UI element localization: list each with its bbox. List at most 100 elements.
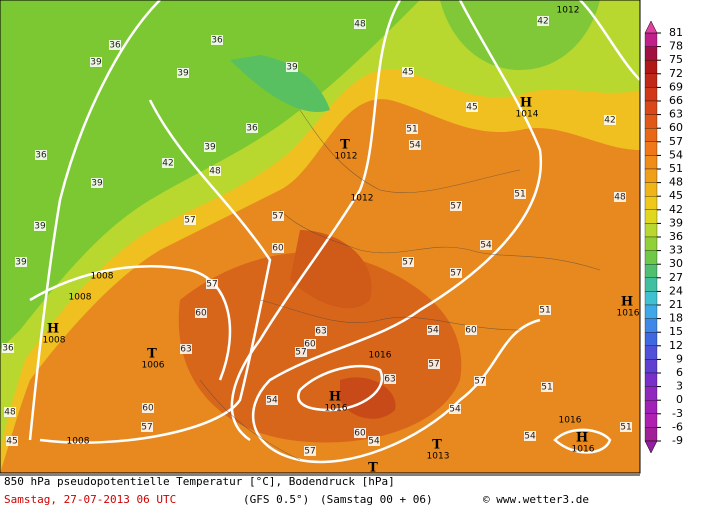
contour-label-bg [354,428,366,438]
colorbar-swatch [644,345,658,360]
pressure-center: T [340,138,350,153]
contour-label: 39 [91,179,103,189]
contour-label-bg [109,40,121,50]
contour-label: 54 [368,437,380,447]
isobar-label: 1008 [91,272,114,282]
colorbar-label: 27 [669,271,683,284]
colorbar-label: 75 [669,53,683,66]
contour-label-bg [35,150,47,160]
pressure-center: H [329,390,341,405]
contour-label: 48 [354,20,366,30]
contour-label: 57 [428,360,439,370]
contour-label: 60 [304,340,316,350]
colorbar-label: 3 [676,380,683,393]
contour-label-bg [450,201,462,211]
colorbar-label: 39 [669,216,683,229]
green-zone [440,0,600,70]
contour-label-bg [449,404,461,414]
colorbar-swatch [644,386,658,401]
contour-label: 57 [206,280,217,290]
contour-label-bg [91,178,103,188]
colorbar-label: 57 [669,135,683,148]
contour-label: 63 [180,345,191,355]
contour-label: 48 [614,193,626,203]
contour-label: 57 [304,447,315,457]
contour-label: 54 [409,141,421,151]
contour-label: 36 [35,151,47,161]
colorbar-label: 33 [669,244,683,257]
contour-label: 54 [427,326,439,336]
colorbar-label: 21 [669,298,683,311]
contour-label: 60 [142,404,154,414]
contour-label: 42 [162,159,173,169]
contour-label-bg [402,257,414,267]
colorbar-swatch [644,141,658,156]
pressure-value: 1016 [572,445,595,455]
contour-label: 36 [246,124,258,134]
contour-label: 45 [466,103,477,113]
pressure-center: T [147,347,157,362]
contour-label: 48 [209,167,221,177]
colorbar-label: 78 [669,40,683,53]
pressure-center: H [520,96,532,111]
contour-label-bg [466,102,478,112]
colorbar-swatch [644,128,658,142]
colorbar-swatch [644,168,658,183]
contour-label-bg [465,325,477,335]
map-frame [0,0,641,474]
colorbar-swatch [644,359,658,374]
contour-label-bg [295,347,307,357]
contour-label: 36 [109,41,121,51]
contour-label: 42 [604,116,615,126]
contour-label: 39 [177,69,189,79]
contour-label: 60 [354,429,366,439]
contour-label-bg [6,436,18,446]
contour-label: 45 [402,68,413,78]
contour-label-bg [406,124,418,134]
colorbar-label: 60 [669,121,683,134]
contour-label-bg [195,308,207,318]
colorbar-cap [644,20,658,34]
isobar-label: 1008 [67,437,90,447]
contour-label: 39 [286,63,298,73]
contour-label-bg [409,140,421,150]
colorbar-label: 6 [676,366,683,379]
contour-label: 42 [537,17,548,27]
contour-label-bg [206,279,218,289]
colorbar-label: -3 [672,407,683,420]
isobar-label: 1012 [351,194,374,204]
contour-label: 48 [4,408,16,418]
isobar-label: 1012 [557,6,580,16]
pressure-value: 1016 [617,309,640,319]
contour-label: 60 [465,326,477,336]
colorbar-swatch [644,182,658,197]
isobar-label: 1016 [369,351,392,361]
colorbar-swatch [644,264,658,278]
isobar-label: 1016 [559,416,582,426]
contour-label-bg [286,62,298,72]
colorbar-swatch [644,304,658,319]
contour-label-bg [537,16,549,26]
colorbar-swatch [644,291,658,306]
footer-model: (GFS 0.5°) [243,493,309,506]
colorbar-cap [644,440,658,454]
colorbar-swatch [644,114,658,129]
colorbar-label: 45 [669,189,683,202]
contour-label-bg [514,189,526,199]
colorbar-label: 48 [669,176,683,189]
colorbar-label: 0 [676,393,683,406]
colorbar-label: 42 [669,203,683,216]
contour-label: 57 [295,348,306,358]
colorbar-label: 51 [669,162,683,175]
colorbar-swatch [644,155,658,170]
pressure-value: 1014 [516,110,539,120]
contour-label: 57 [450,269,461,279]
colorbar-swatch [644,318,658,333]
contour-label: 60 [272,244,284,254]
colorbar-swatch [644,196,658,210]
map-area [0,0,640,473]
contour-label: 39 [90,58,102,68]
contour-label-bg [620,422,632,432]
